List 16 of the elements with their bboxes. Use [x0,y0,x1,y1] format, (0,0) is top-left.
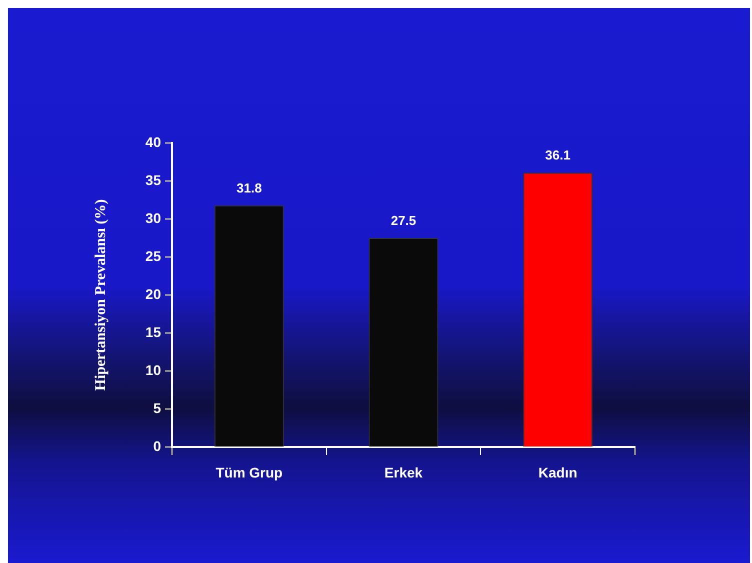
y-tick-label: 15 [145,324,162,340]
y-tick-label: 0 [153,438,162,454]
y-tick-label: 10 [145,362,162,378]
x-tick-label: Tüm Grup [216,464,283,480]
x-tick-label: Kadın [538,464,578,480]
y-tick-label: 30 [145,210,162,226]
y-tick-label: 20 [145,286,162,302]
data-label: 27.5 [390,213,416,228]
data-label: 31.8 [236,180,262,196]
y-tick-label: 5 [153,400,162,416]
y-axis-title: Hipertansiyon Prevalansı (%) [92,199,109,391]
data-label: 36.1 [545,148,570,163]
y-tick-label: 40 [145,134,162,150]
x-tick-label: Erkek [384,464,423,480]
y-tick-label: 35 [145,172,162,188]
y-tick-label: 25 [145,248,162,264]
